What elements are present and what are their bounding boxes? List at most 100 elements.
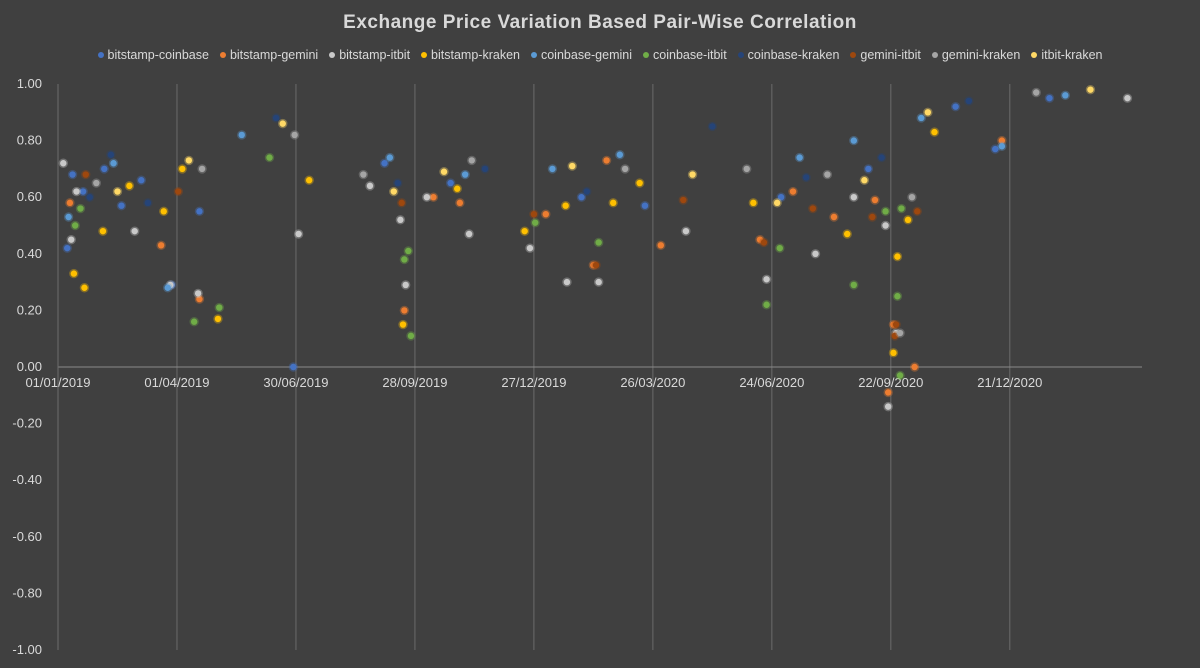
data-point [81,169,91,180]
x-tick-label: 24/06/2020 [739,375,804,390]
data-point [870,195,880,205]
data-point [909,362,920,372]
data-point [761,300,772,310]
data-point [194,206,205,217]
legend-swatch [97,52,104,58]
data-point [193,288,203,299]
legend-label: coinbase-kraken [747,48,840,62]
data-point [65,198,75,208]
data-point [69,268,79,279]
data-point [907,192,917,202]
data-point [891,319,901,330]
data-point [177,164,187,174]
data-point [892,251,903,262]
data-point [143,198,153,208]
legend-label: gemini-itbit [860,48,921,62]
x-tick-label: 21/12/2020 [977,375,1042,390]
data-point [214,302,224,313]
legend-item: gemini-itbit [850,48,921,62]
data-point [808,203,818,214]
data-point [530,217,540,228]
data-point [439,167,449,177]
data-point [601,155,612,166]
data-point [772,198,782,208]
data-point [464,229,474,239]
y-tick-label: -0.80 [12,585,42,600]
legend-swatch [421,52,428,58]
legend-item: bitstamp-kraken [421,48,520,62]
data-point [567,161,577,171]
data-point [1044,93,1055,103]
data-point [964,96,974,106]
data-point [593,277,604,287]
data-point [379,158,390,168]
data-point [883,387,893,398]
data-point [197,164,207,174]
y-tick-label: 0.80 [17,133,42,148]
data-point [950,101,961,112]
data-point [895,370,905,381]
data-point [213,314,223,324]
data-point [859,175,870,185]
legend-item: coinbase-kraken [737,48,840,62]
data-point [116,200,127,211]
legend-swatch [737,52,744,58]
data-point [842,229,852,239]
legend-swatch [643,52,650,58]
data-point [608,198,618,208]
data-point [801,172,811,183]
data-point [156,240,166,251]
data-point [849,192,859,202]
data-point [91,178,102,188]
data-point [593,237,604,248]
legend-item: gemini-kraken [931,48,1020,62]
data-point [66,234,76,245]
legend-label: bitstamp-itbit [339,48,411,62]
legend-swatch [1031,52,1038,58]
data-point [129,226,140,236]
data-point [480,164,490,174]
series-coinbase-kraken [85,96,974,208]
data-point [428,192,439,202]
data-point [422,192,432,202]
data-point [822,169,833,180]
data-point [519,226,530,236]
data-point [304,175,314,185]
data-point [67,169,78,180]
data-point [896,203,907,214]
legend-item: coinbase-itbit [643,48,727,62]
data-point [681,226,691,236]
series-itbit-kraken [112,84,1096,208]
data-point [271,113,281,123]
series-gemini-kraken [91,87,1041,338]
data-point [1060,90,1071,101]
series-bitstamp-coinbase [62,93,1055,372]
data-point [687,169,698,180]
data-point [876,152,887,163]
data-point [678,195,688,205]
data-point [393,178,403,188]
x-tick-label: 26/03/2020 [620,375,685,390]
series-bitstamp-gemini [65,135,1007,398]
data-point [748,198,759,208]
data-point [106,150,116,160]
data-point [640,200,650,211]
x-tick-label: 27/12/2019 [501,375,566,390]
data-point [159,206,169,217]
data-point [634,178,645,188]
data-point [58,158,68,168]
data-point [591,260,601,270]
data-point [98,226,108,236]
data-point [99,164,109,174]
x-tick-label: 30/06/2019 [263,375,328,390]
data-point [761,274,772,284]
data-point [997,141,1007,151]
y-tick-label: -0.40 [12,472,42,487]
legend-label: itbit-kraken [1041,48,1103,62]
data-point [742,164,752,174]
data-point [759,237,769,248]
data-point [582,186,592,197]
data-point [70,220,80,231]
data-point [883,401,893,412]
